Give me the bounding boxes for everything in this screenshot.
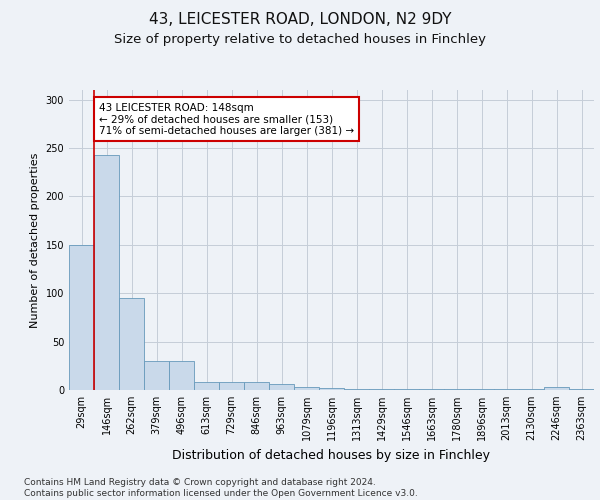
Bar xyxy=(119,298,144,390)
Bar xyxy=(94,155,119,390)
Bar xyxy=(169,361,194,390)
Bar xyxy=(519,389,544,390)
Bar xyxy=(569,389,594,390)
Bar xyxy=(219,382,244,390)
Bar xyxy=(269,384,294,390)
Bar xyxy=(369,389,394,390)
Text: 43, LEICESTER ROAD, LONDON, N2 9DY: 43, LEICESTER ROAD, LONDON, N2 9DY xyxy=(149,12,451,28)
Bar xyxy=(394,389,419,390)
Bar xyxy=(69,245,94,390)
Bar xyxy=(319,388,344,390)
Bar xyxy=(194,382,219,390)
X-axis label: Distribution of detached houses by size in Finchley: Distribution of detached houses by size … xyxy=(173,448,491,462)
Bar xyxy=(144,361,169,390)
Bar xyxy=(544,387,569,390)
Bar xyxy=(419,389,444,390)
Text: Size of property relative to detached houses in Finchley: Size of property relative to detached ho… xyxy=(114,32,486,46)
Bar xyxy=(494,389,519,390)
Bar xyxy=(469,389,494,390)
Text: Contains HM Land Registry data © Crown copyright and database right 2024.
Contai: Contains HM Land Registry data © Crown c… xyxy=(24,478,418,498)
Text: 43 LEICESTER ROAD: 148sqm
← 29% of detached houses are smaller (153)
71% of semi: 43 LEICESTER ROAD: 148sqm ← 29% of detac… xyxy=(99,102,354,136)
Bar xyxy=(444,389,469,390)
Bar xyxy=(344,389,369,390)
Bar xyxy=(294,387,319,390)
Bar xyxy=(244,382,269,390)
Y-axis label: Number of detached properties: Number of detached properties xyxy=(30,152,40,328)
